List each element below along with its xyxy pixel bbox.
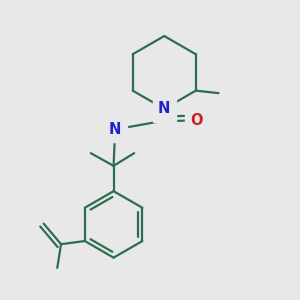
Text: N: N xyxy=(158,101,170,116)
Text: H: H xyxy=(105,118,114,131)
Text: N: N xyxy=(109,122,122,137)
Text: O: O xyxy=(190,113,203,128)
